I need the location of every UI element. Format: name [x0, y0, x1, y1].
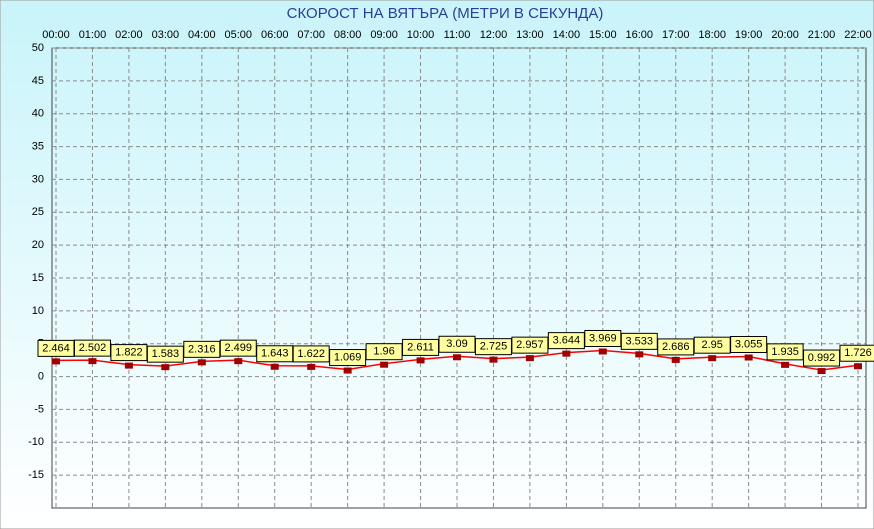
x-tick-label: 18:00 — [698, 29, 726, 41]
x-tick-label: 12:00 — [480, 29, 508, 41]
marker — [234, 358, 243, 365]
value-label: 2.686 — [662, 341, 690, 353]
marker — [562, 350, 571, 357]
value-label: 3.644 — [553, 335, 581, 347]
y-tick-label: 30 — [32, 173, 44, 185]
marker — [88, 358, 97, 365]
value-label: 1.96 — [373, 346, 394, 358]
y-tick-label: 35 — [32, 140, 44, 152]
value-label: 2.316 — [188, 343, 216, 355]
x-tick-label: 21:00 — [808, 29, 836, 41]
y-tick-label: 0 — [38, 370, 44, 382]
value-label: 2.95 — [701, 339, 722, 351]
marker — [307, 363, 316, 370]
x-tick-label: 19:00 — [735, 29, 763, 41]
x-tick-label: 17:00 — [662, 29, 690, 41]
x-tick-label: 06:00 — [261, 29, 289, 41]
y-tick-label: -5 — [34, 403, 44, 415]
value-label: 3.055 — [735, 338, 763, 350]
x-tick-label: 20:00 — [771, 29, 799, 41]
x-tick-label: 22:00 — [844, 29, 872, 41]
marker — [817, 368, 826, 375]
x-tick-label: 15:00 — [589, 29, 617, 41]
x-tick-label: 04:00 — [188, 29, 216, 41]
value-label-box — [839, 344, 874, 362]
value-label: 1.935 — [771, 346, 799, 358]
y-tick-label: 25 — [32, 206, 44, 218]
value-label: 1.726 — [844, 347, 872, 359]
x-tick-label: 03:00 — [152, 29, 180, 41]
marker — [416, 357, 425, 364]
x-tick-label: 11:00 — [444, 29, 471, 41]
y-tick-label: -10 — [28, 436, 44, 448]
value-label: 1.622 — [297, 348, 325, 360]
marker — [781, 361, 790, 368]
value-label: 1.822 — [115, 347, 143, 359]
y-tick-label: 50 — [32, 42, 44, 54]
value-label: 3.969 — [589, 332, 617, 344]
marker — [380, 361, 389, 368]
y-tick-label: 10 — [32, 305, 44, 317]
y-tick-label: -15 — [28, 469, 44, 481]
value-label: 1.069 — [334, 351, 362, 363]
chart-title: СКОРОСТ НА ВЯТЪРА (МЕТРИ В СЕКУНДА) — [287, 5, 604, 22]
marker — [598, 348, 607, 355]
x-tick-label: 01:00 — [79, 29, 107, 41]
x-tick-label: 07:00 — [297, 29, 325, 41]
y-tick-label: 20 — [32, 239, 44, 251]
marker — [197, 359, 206, 366]
x-tick-label: 13:00 — [516, 29, 544, 41]
y-tick-label: 45 — [32, 75, 44, 87]
value-label: 3.09 — [446, 338, 467, 350]
value-label: 1.643 — [261, 348, 289, 360]
value-label: 2.611 — [407, 341, 434, 353]
marker — [161, 364, 170, 371]
marker — [52, 358, 60, 365]
value-label: 0.992 — [808, 352, 836, 364]
x-tick-label: 05:00 — [225, 29, 253, 41]
x-tick-label: 08:00 — [334, 29, 362, 41]
marker — [854, 363, 862, 370]
y-tick-label: 15 — [32, 272, 44, 284]
marker — [270, 363, 279, 370]
value-label: 1.583 — [152, 348, 180, 360]
marker — [489, 356, 498, 363]
marker — [708, 355, 717, 362]
x-tick-label: 09:00 — [370, 29, 398, 41]
x-tick-label: 02:00 — [115, 29, 143, 41]
marker — [343, 367, 352, 374]
value-label: 2.464 — [42, 342, 70, 354]
marker — [453, 354, 461, 361]
marker — [635, 351, 644, 358]
x-tick-label: 14:00 — [553, 29, 581, 41]
value-label: 2.502 — [79, 342, 107, 354]
marker — [744, 354, 753, 361]
value-label: 2.499 — [225, 342, 253, 354]
value-label: 2.957 — [516, 339, 544, 351]
x-tick-label: 10:00 — [407, 29, 435, 41]
marker — [671, 356, 680, 363]
y-tick-label: 40 — [32, 108, 44, 120]
marker — [525, 355, 534, 362]
x-tick-label: 16:00 — [626, 29, 654, 41]
marker — [124, 362, 133, 369]
x-tick-label: 00:00 — [42, 29, 70, 41]
value-label: 2.725 — [480, 341, 508, 353]
value-label: 3.533 — [626, 335, 654, 347]
